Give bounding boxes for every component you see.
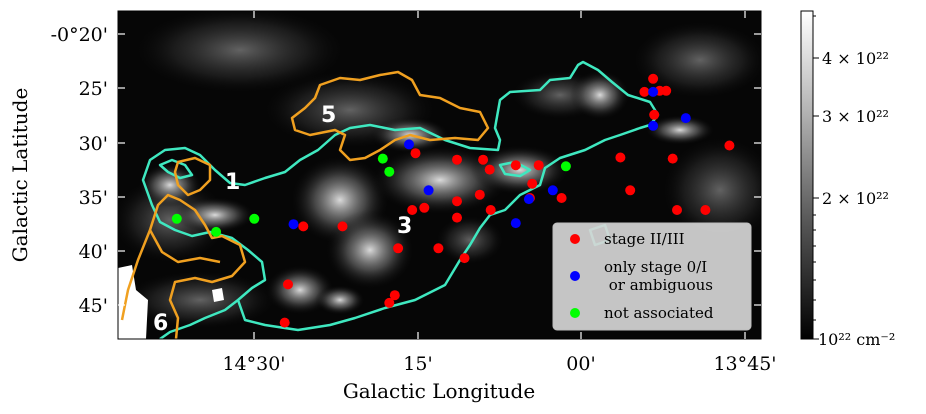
stage-ii-iii-point	[625, 185, 636, 196]
stage-ii-iii-point	[433, 243, 444, 254]
stage-ii-iii-point	[661, 85, 672, 96]
legend-marker-stage-0-i	[570, 271, 580, 281]
not-associated-point	[211, 226, 222, 237]
legend-label-stage-0-i-line2: or ambiguous	[604, 276, 713, 294]
region-labels: 1 3 5 6	[153, 103, 412, 336]
stage-0-i-point	[423, 185, 434, 196]
stage-ii-iii-point	[459, 253, 470, 264]
colorbar-label-1e22: 10²² cm⁻²	[818, 330, 895, 349]
stage-ii-iii-point	[384, 297, 395, 308]
colorbar: 10²² cm⁻² 2 × 10²² 3 × 10²² 4 × 10²²	[800, 10, 895, 349]
not-associated-point	[377, 153, 388, 164]
y-tick-label: 35'	[79, 187, 108, 209]
stage-ii-iii-point	[298, 221, 309, 232]
stage-0-i-point	[523, 194, 534, 205]
y-tick-label: 30'	[79, 133, 108, 155]
stage-ii-iii-point	[452, 196, 462, 207]
not-associated-point	[171, 213, 182, 224]
legend-marker-not-associated	[570, 308, 580, 318]
stage-ii-iii-point	[485, 205, 496, 215]
stage-ii-iii-point	[452, 212, 462, 223]
stage-ii-iii-point	[615, 152, 626, 163]
y-tick-labels: -0°20' 25' 30' 35' 40' 45'	[51, 24, 108, 317]
colorbar-label-2e22: 2 × 10²²	[822, 189, 889, 208]
stage-0-i-point	[288, 219, 299, 230]
x-tick-label: 15'	[403, 353, 432, 375]
stage-ii-iii-point	[389, 290, 400, 301]
region-5-contour	[290, 70, 490, 162]
colorbar-label-4e22: 4 × 10²²	[822, 49, 889, 68]
stage-ii-iii-point	[510, 160, 521, 171]
y-tick-label: 45'	[79, 295, 108, 317]
x-tick-label: 13°45'	[713, 353, 776, 375]
stage-ii-iii-point	[639, 86, 650, 97]
stage-ii-iii-point	[478, 154, 489, 165]
region-label-6: 6	[153, 311, 168, 336]
y-axis-title: Galactic Latitude	[8, 88, 32, 263]
stage-0-i-point	[547, 185, 558, 196]
plot-frame	[117, 10, 762, 340]
not-associated-point	[560, 161, 571, 172]
not-associated-point	[249, 213, 260, 224]
not-associated-point	[384, 166, 395, 177]
stage-0-i-point	[648, 86, 659, 97]
stage-ii-iii-point	[393, 243, 404, 254]
x-tick-label: 00'	[566, 353, 595, 375]
stage-ii-iii-point	[337, 221, 348, 232]
stage-ii-iii-point	[724, 140, 735, 151]
stage-ii-iii-point	[672, 205, 682, 215]
legend-label-stage-0-i-line1: only stage 0/I	[604, 258, 707, 276]
x-axis	[253, 11, 746, 339]
stage-0-i-point	[680, 113, 691, 124]
stage-ii-iii-point	[474, 189, 485, 200]
stage-ii-iii-point	[649, 109, 660, 120]
data-points	[171, 73, 735, 328]
legend-box	[552, 222, 752, 331]
y-tick-label: -0°20'	[51, 24, 108, 46]
region-label-3: 3	[397, 214, 412, 239]
stage-0-i-point	[648, 120, 659, 131]
y-axis	[118, 33, 761, 306]
colorbar-label-3e22: 3 × 10²²	[822, 107, 889, 126]
stage-ii-iii-point	[527, 178, 538, 189]
stage-0-i-point	[510, 218, 521, 229]
region-label-1: 1	[225, 170, 240, 195]
region-6-contour	[120, 193, 247, 339]
legend-label-not-associated: not associated	[604, 304, 714, 322]
y-tick-label: 25'	[79, 78, 108, 100]
region-1-contour	[173, 156, 212, 197]
legend: stage II/III only stage 0/I or ambiguous…	[552, 222, 752, 331]
legend-label-stage-ii-iii: stage II/III	[604, 230, 685, 248]
stage-ii-iii-point	[407, 205, 418, 215]
stage-ii-iii-point	[533, 160, 544, 171]
stage-0-i-point	[404, 139, 414, 150]
stage-ii-iii-point	[667, 153, 678, 164]
density-map	[118, 11, 761, 339]
stage-ii-iii-point	[279, 317, 290, 328]
stage-ii-iii-point	[484, 164, 495, 175]
stage-ii-iii-point	[648, 73, 659, 84]
region-3-contour	[141, 60, 660, 332]
stage-ii-iii-point	[283, 279, 293, 290]
stage-ii-iii-point	[700, 205, 711, 215]
x-tick-label: 14°30'	[222, 353, 285, 375]
stage-ii-iii-point	[410, 148, 421, 159]
y-tick-label: 40'	[79, 241, 108, 263]
stage-ii-iii-point	[419, 202, 430, 213]
colorbar-gradient	[800, 10, 814, 340]
region-label-5: 5	[321, 103, 336, 128]
x-tick-labels: 14°30' 15' 00' 13°45'	[222, 353, 776, 375]
stage-ii-iii-point	[556, 193, 567, 203]
x-axis-title: Galactic Longitude	[343, 379, 535, 403]
legend-marker-stage-ii-iii	[570, 234, 580, 244]
stage-ii-iii-point	[452, 154, 462, 165]
